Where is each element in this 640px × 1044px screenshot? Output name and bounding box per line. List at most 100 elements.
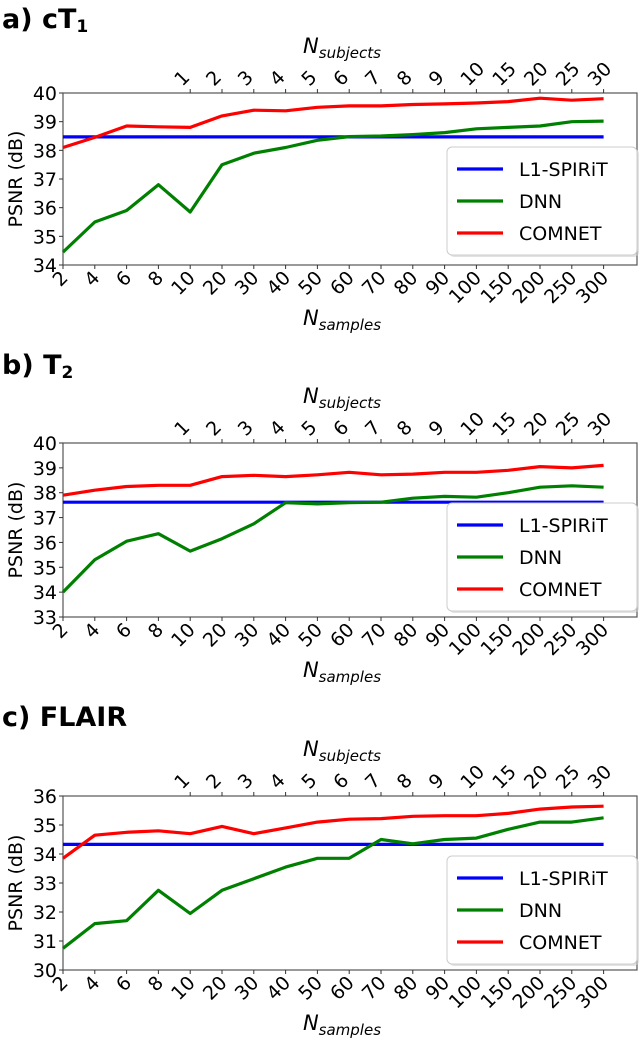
top-x-tick-label: 5 xyxy=(297,66,321,90)
x-tick-label: 50 xyxy=(294,972,327,1005)
top-x-tick-label: 25 xyxy=(552,408,585,441)
x-tick-label: 6 xyxy=(112,972,136,996)
panel-c: c) FLAIR 30 31 32 33 34 35 36 PSNR (dB) 2 4 6 8 10 20… xyxy=(0,690,640,1044)
y-tick-label: 38 xyxy=(33,483,57,505)
top-x-tick-label: 15 xyxy=(488,761,521,794)
top-x-axis-label: Nsubjects xyxy=(303,737,381,765)
y-tick-label: 31 xyxy=(33,931,57,953)
panel-b: b) T2 33 34 35 36 37 38 39 40 PSNR (dB) 2 4 6 8 10 20 3… xyxy=(0,340,640,690)
top-x-tick-label: 2 xyxy=(202,66,226,90)
top-x-tick-label: 1 xyxy=(170,66,194,90)
x-tick-label: 60 xyxy=(326,619,359,652)
top-x-tick-label: 15 xyxy=(488,408,521,441)
x-tick-label: 50 xyxy=(294,619,327,652)
top-x-tick-label: 10 xyxy=(456,408,489,441)
top-x-tick-label: 2 xyxy=(202,416,226,440)
top-x-tick-label: 25 xyxy=(552,761,585,794)
top-x-axis-label: Nsubjects xyxy=(303,34,381,62)
x-tick-label: 6 xyxy=(112,267,136,291)
series-line-dnn xyxy=(62,816,604,950)
x-tick-label: 100 xyxy=(445,972,486,1013)
top-x-tick-label: 1 xyxy=(170,416,194,440)
top-x-tick-label: 7 xyxy=(361,416,385,440)
x-tick-label: 4 xyxy=(80,619,104,643)
x-tick-label: 30 xyxy=(231,972,264,1005)
top-x-tick-label: 10 xyxy=(456,761,489,794)
top-x-tick-label: 4 xyxy=(266,416,290,440)
series-line-comnet xyxy=(62,96,604,150)
series-line-comnet xyxy=(62,463,604,497)
x-tick-label: 100 xyxy=(445,267,486,308)
top-x-tick-label: 7 xyxy=(361,66,385,90)
x-tick-label: 250 xyxy=(540,619,581,660)
y-tick-label: 34 xyxy=(33,255,57,277)
y-tick-label: 36 xyxy=(33,198,57,220)
x-tick-label: 100 xyxy=(445,619,486,660)
y-tick-label: 38 xyxy=(33,140,57,162)
x-axis-label: Nsamples xyxy=(303,1011,381,1039)
top-x-tick-label: 6 xyxy=(329,416,353,440)
legend: L1-SPIRiT DNN COMNET xyxy=(446,502,639,613)
x-tick-label: 70 xyxy=(358,267,391,300)
panel-c-title-text: c) FLAIR xyxy=(2,702,128,733)
y-tick-label: 30 xyxy=(33,960,57,982)
y-tick-label: 39 xyxy=(33,458,57,480)
x-tick-label: 200 xyxy=(508,972,549,1013)
y-tick-label: 35 xyxy=(33,815,57,837)
top-x-tick-label: 6 xyxy=(329,769,353,793)
x-tick-label: 8 xyxy=(144,972,168,996)
x-tick-label: 2 xyxy=(48,619,72,643)
top-x-tick-label: 7 xyxy=(361,769,385,793)
x-tick-label: 6 xyxy=(112,619,136,643)
x-tick-label: 40 xyxy=(262,972,295,1005)
x-tick-label: 20 xyxy=(199,972,232,1005)
y-tick-label: 39 xyxy=(33,112,57,134)
y-tick-label: 35 xyxy=(33,557,57,579)
x-tick-label: 80 xyxy=(390,619,423,652)
legend-label-dnn: DNN xyxy=(519,547,562,569)
top-x-tick-label: 20 xyxy=(520,408,553,441)
x-axis-label: Nsamples xyxy=(303,306,381,334)
x-tick-label: 250 xyxy=(540,972,581,1013)
top-x-tick-label: 5 xyxy=(297,416,321,440)
panel-c-title: c) FLAIR xyxy=(2,704,127,734)
top-x-tick-label: 8 xyxy=(393,416,417,440)
x-tick-label: 10 xyxy=(167,972,200,1005)
y-tick-label: 32 xyxy=(33,902,57,924)
x-tick-label: 250 xyxy=(540,267,581,308)
x-tick-label: 2 xyxy=(48,972,72,996)
y-axis-label: PSNR (dB) xyxy=(5,835,27,932)
y-tick-label: 34 xyxy=(33,582,57,604)
legend-label-l1-spirit: L1-SPIRiT xyxy=(519,868,608,890)
x-tick-label: 4 xyxy=(80,972,104,996)
x-tick-label: 300 xyxy=(572,267,613,308)
top-x-tick-label: 4 xyxy=(266,769,290,793)
top-x-tick-label: 1 xyxy=(170,769,194,793)
panel-b-title-subscript: 2 xyxy=(61,363,74,383)
series-line-comnet xyxy=(62,804,604,860)
top-x-tick-label: 3 xyxy=(234,416,258,440)
x-tick-label: 8 xyxy=(144,619,168,643)
y-axis-label: PSNR (dB) xyxy=(5,482,27,579)
top-x-tick-label: 20 xyxy=(520,761,553,794)
x-tick-label: 150 xyxy=(477,267,518,308)
top-x-tick-label: 4 xyxy=(266,66,290,90)
x-tick-label: 20 xyxy=(199,267,232,300)
top-x-tick-label: 3 xyxy=(234,769,258,793)
top-x-tick-label: 9 xyxy=(425,416,449,440)
top-x-tick-label: 30 xyxy=(584,761,617,794)
x-tick-label: 60 xyxy=(326,972,359,1005)
top-x-axis-label: Nsubjects xyxy=(303,384,381,412)
x-tick-label: 30 xyxy=(231,267,264,300)
x-tick-label: 50 xyxy=(294,267,327,300)
panel-a-title-subscript: 1 xyxy=(76,17,89,37)
x-tick-label: 150 xyxy=(477,619,518,660)
top-x-tick-label: 9 xyxy=(425,769,449,793)
y-tick-label: 35 xyxy=(33,226,57,248)
x-tick-label: 200 xyxy=(508,267,549,308)
y-axis-label: PSNR (dB) xyxy=(5,131,27,228)
x-tick-label: 70 xyxy=(358,619,391,652)
x-tick-label: 10 xyxy=(167,619,200,652)
y-tick-label: 40 xyxy=(33,83,57,105)
